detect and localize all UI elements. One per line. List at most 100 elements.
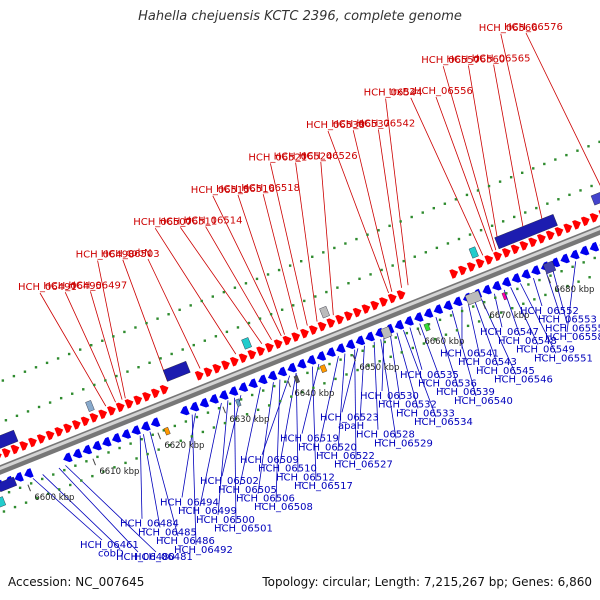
tick-dot (598, 140, 600, 144)
tick-dot (239, 398, 243, 401)
ruler-tick-mark (547, 276, 551, 284)
tick-dot (288, 264, 292, 267)
forward-gene-arrow (317, 321, 327, 332)
forward-gene-arrow (150, 388, 160, 399)
tick-dot (538, 278, 541, 282)
tick-dot (200, 299, 203, 303)
label-connector (39, 292, 107, 407)
reverse-gene-arrow (404, 316, 414, 326)
tick-dots (1, 140, 600, 513)
tick-dot (476, 189, 480, 192)
tick-dot (468, 233, 472, 236)
tick-dot (245, 413, 249, 416)
gene-features (0, 192, 600, 508)
reverse-gene-arrow (180, 405, 190, 416)
forward-gene-label: HCH_06576 (504, 22, 563, 33)
forward-gene-arrow (291, 332, 301, 342)
forward-gene-arrow (563, 223, 573, 234)
reverse-gene-label: HCH_06512 (276, 472, 335, 483)
reverse-gene-arrow (287, 362, 297, 373)
tick-dot (377, 229, 380, 232)
tick-dot (211, 295, 214, 298)
ruler-tick-mark (417, 328, 421, 336)
reverse-gene-arrow (443, 300, 453, 311)
reverse-gene-label: HCH_06553 (538, 315, 597, 326)
tick-dot (67, 352, 71, 356)
forward-gene-label: HCH_06542 (356, 118, 415, 129)
tick-dot (383, 340, 386, 344)
tick-dot (380, 268, 383, 272)
tick-dot (137, 366, 140, 369)
reverse-gene-arrow (531, 265, 541, 275)
reverse-gene-arrow (14, 472, 24, 482)
tick-dot (565, 153, 568, 157)
label-connector (270, 163, 308, 326)
reverse-gene-arrow (82, 444, 93, 455)
tick-dot (312, 386, 315, 389)
reverse-gene-label: HCH_06546 (494, 375, 553, 386)
reverse-gene-label: HCH_06547 (480, 327, 539, 338)
tick-dot (203, 339, 207, 342)
reverse-gene-arrow (355, 335, 366, 346)
reverse-magenta-block (501, 292, 508, 301)
reverse-gene-label: HCH_06523 (320, 412, 379, 423)
reverse-gene-label: HCH_06508 (254, 502, 313, 513)
label-connector (354, 349, 357, 460)
tick-dot (339, 358, 342, 361)
reverse-gene-arrow (189, 401, 200, 412)
forward-cds-block (494, 214, 558, 250)
tick-dot (277, 268, 281, 272)
reverse-gene-arrow (570, 249, 580, 260)
label-connector (319, 356, 339, 443)
label-connector (221, 395, 242, 477)
tick-dot (487, 184, 491, 188)
tick-dot (96, 455, 99, 459)
reverse-gene-arrow (131, 425, 141, 435)
tick-dot (465, 193, 469, 197)
reverse-gene-arrow (121, 429, 132, 439)
forward-gene-arrow (326, 318, 336, 328)
label-connector (65, 465, 157, 553)
tick-dot (345, 373, 348, 376)
tick-dot (7, 491, 11, 494)
forward-gene-label: HCH_06524 (274, 152, 333, 163)
forward-gene-arrow (238, 353, 248, 363)
reverse-gene-label: HCH_06530 (360, 391, 419, 402)
label-connector (442, 66, 497, 251)
forward-gene-label: HCH_06514 (184, 216, 243, 227)
tick-dot (356, 368, 359, 372)
label-connector (500, 33, 545, 231)
reverse-gene-arrow (199, 397, 210, 408)
forward-gene-arrow (133, 395, 143, 406)
tick-dot (223, 421, 227, 425)
tick-dot (82, 388, 85, 391)
label-connector (378, 129, 402, 288)
tick-dot (520, 171, 524, 175)
tick-dot (424, 251, 428, 254)
forward-gene-arrow (124, 399, 134, 409)
forward-gene-arrow (484, 255, 494, 265)
forward-gene-label: HCH_06557 (421, 55, 480, 66)
tick-dot (93, 383, 96, 387)
label-connector (552, 270, 568, 324)
reverse-gray-block (380, 326, 393, 340)
tick-dot (13, 505, 17, 509)
label-connector (261, 375, 291, 456)
forward-gene-arrow (264, 342, 274, 353)
reverse-misc-block (235, 398, 242, 407)
tick-dot (159, 357, 162, 360)
tick-dot (590, 184, 593, 188)
forward-gene-label: HCH_06538 (306, 120, 365, 131)
forward-gene-arrow (554, 227, 564, 237)
reverse-gene-label: HCH_06509 (240, 455, 299, 466)
tick-dot (4, 419, 8, 422)
forward-cyan-block (468, 246, 479, 259)
tick-dot (124, 461, 127, 465)
tick-dot (222, 290, 226, 294)
reverse-gene-label: HCH_06527 (334, 460, 393, 471)
forward-gene-label: HCH_06507 (133, 217, 192, 228)
tick-dot (279, 399, 282, 403)
forward-gray-block (319, 305, 330, 319)
reverse-gene-label: HCH_06492 (174, 545, 233, 556)
tick-dot (579, 189, 582, 192)
